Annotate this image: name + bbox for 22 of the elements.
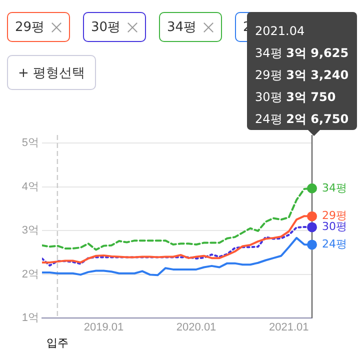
x-tick-label: 2020.01	[176, 322, 216, 334]
text: 24평 2억 6,750	[255, 112, 349, 126]
series-label: 30평	[322, 220, 347, 234]
y-tick-label: 4억	[22, 180, 39, 193]
ref-line-label: 입주	[46, 336, 68, 350]
text: 34평	[167, 20, 197, 35]
text: 29평	[15, 20, 45, 35]
text: 2021.04	[255, 23, 306, 40]
text: 30평	[91, 20, 121, 35]
x-tick-label: 2019.01	[84, 322, 124, 334]
text: 29평 3억 3,240	[255, 68, 349, 82]
text: 34평 3억 9,625	[255, 46, 349, 60]
series-label: 24평	[322, 238, 347, 251]
y-tick-label: 2억	[22, 268, 39, 280]
y-tick-label: 1억	[22, 312, 39, 324]
x-tick-label: 2021.01	[268, 322, 309, 334]
text: 30평 3억 750	[255, 90, 336, 104]
series-label: 29평	[322, 209, 347, 222]
y-tick-label: 3억	[22, 224, 39, 237]
text: + 평형선택	[7, 55, 96, 90]
series-label: 34평	[322, 181, 347, 194]
y-tick-label: 5억	[22, 137, 39, 150]
